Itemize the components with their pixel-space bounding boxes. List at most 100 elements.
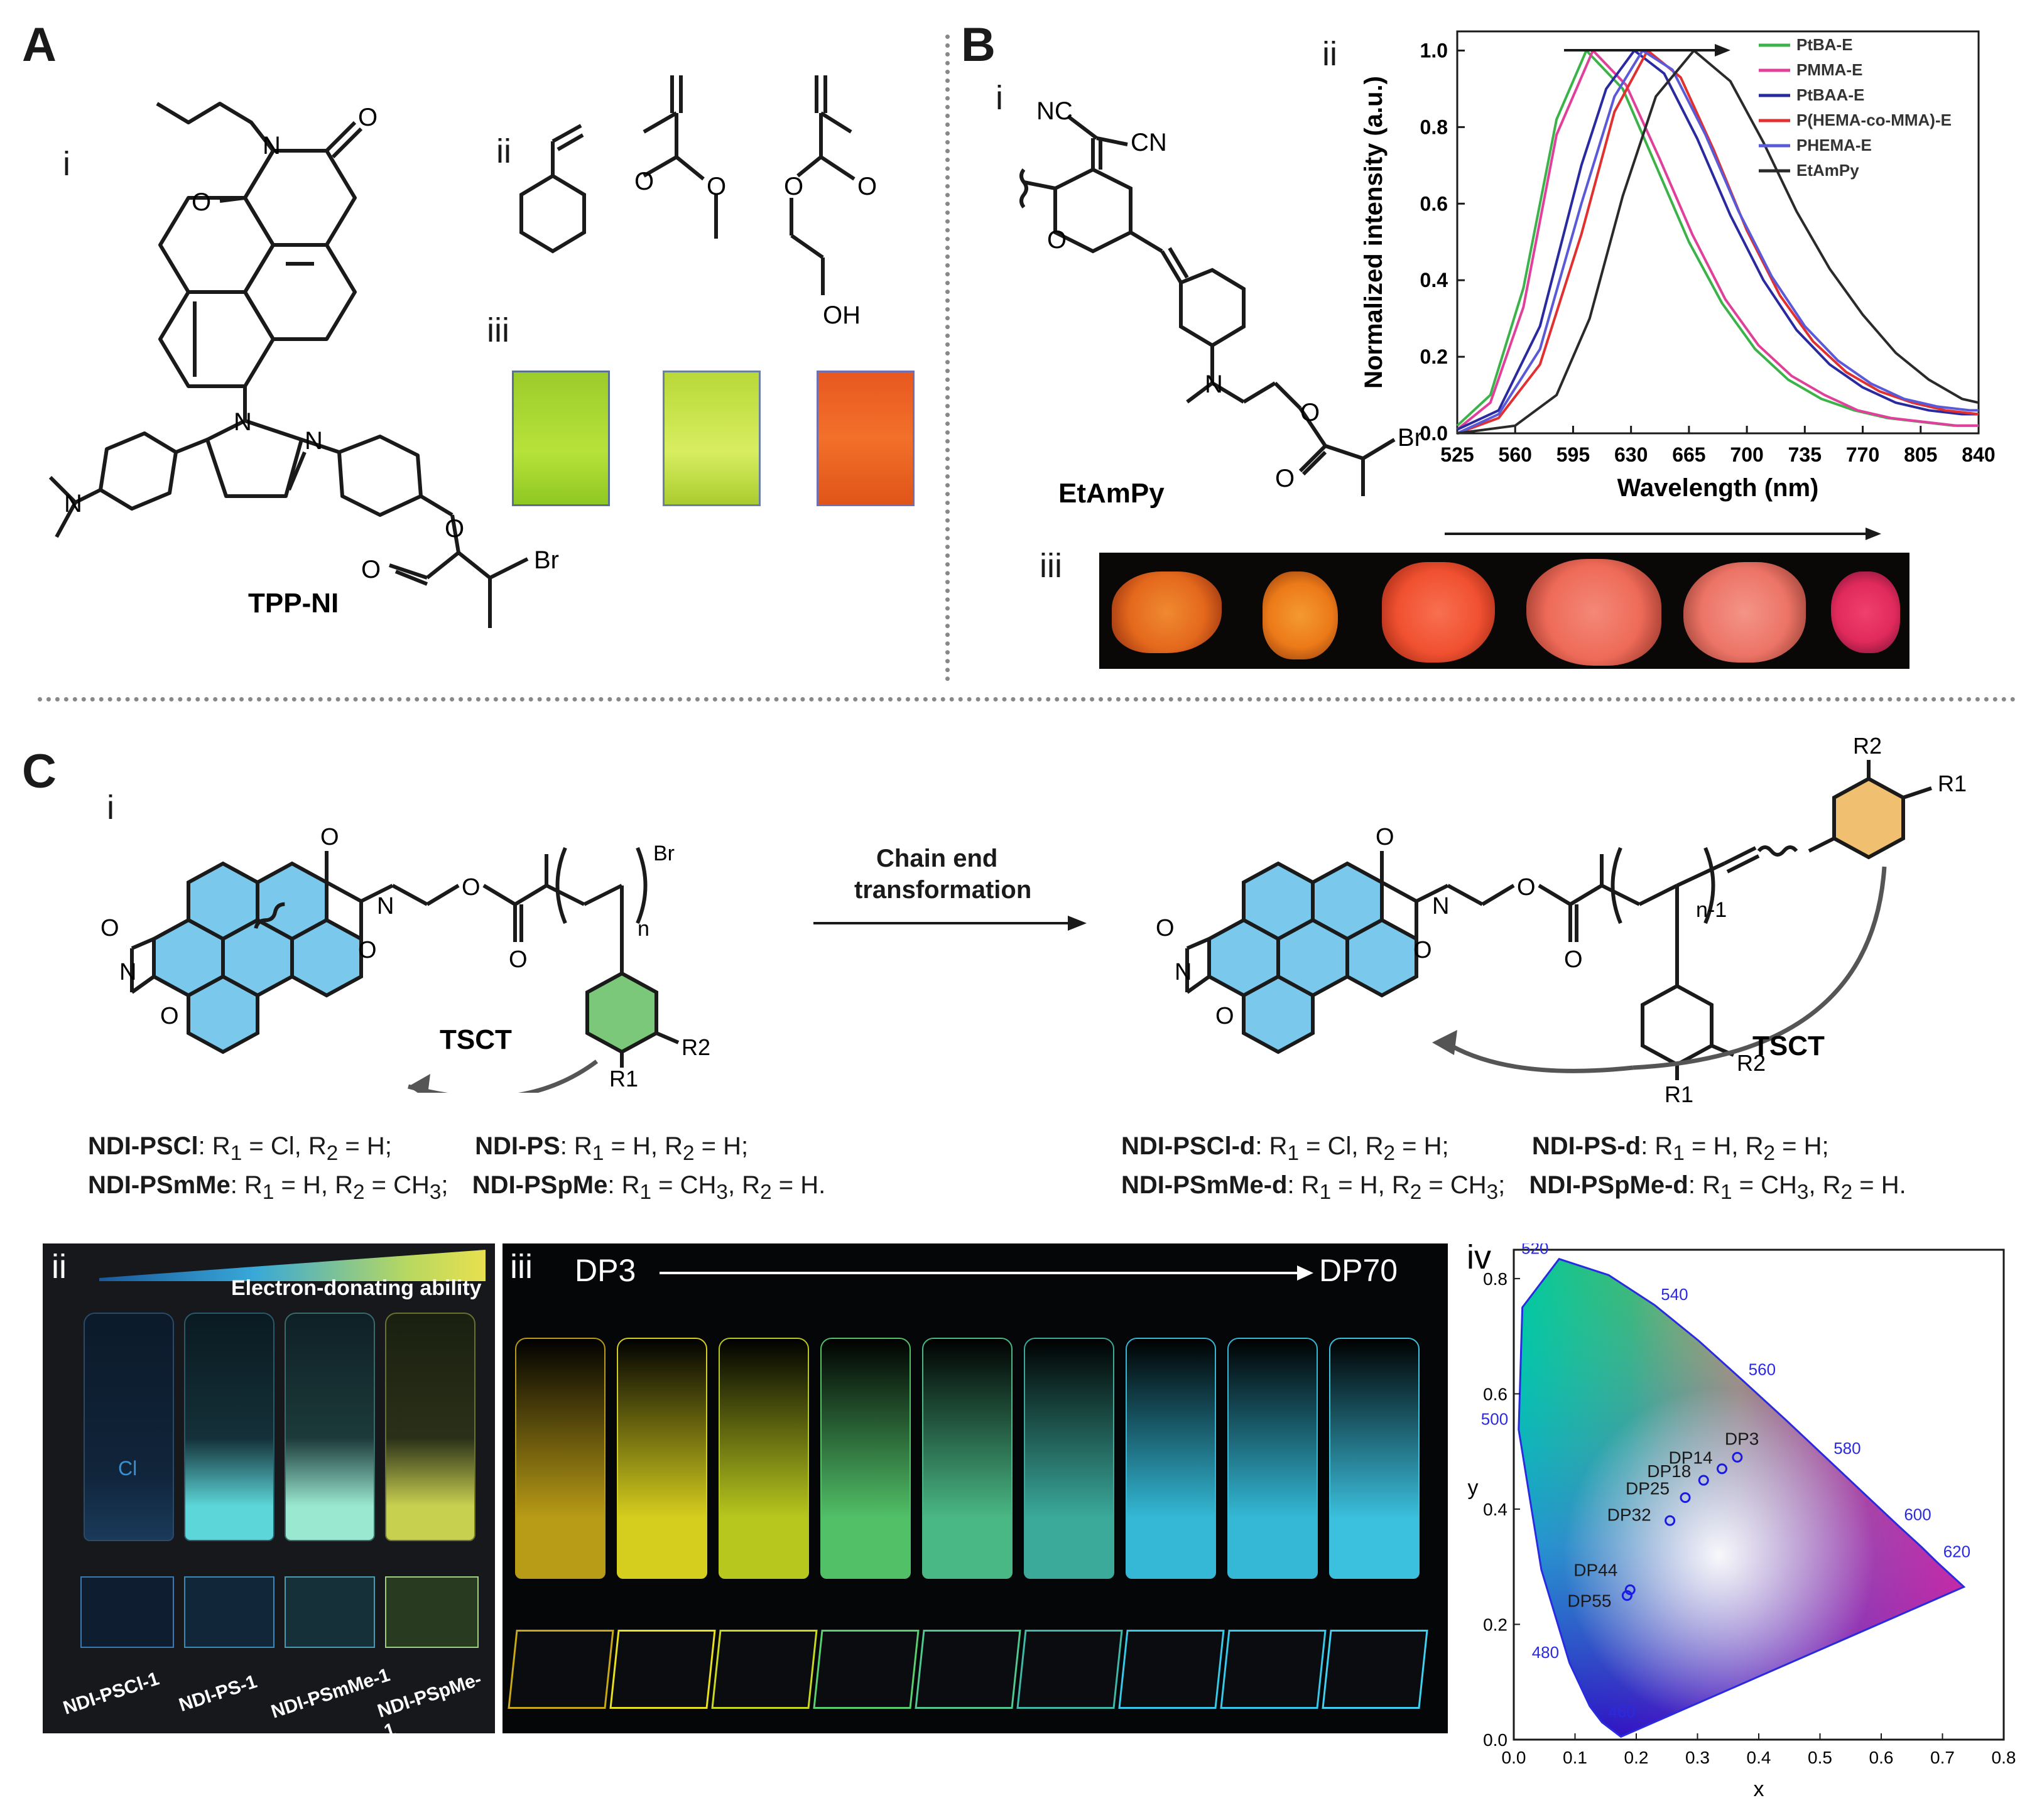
powder-phema	[1683, 562, 1806, 663]
caption-ndi-psmme: NDI-PSmMe	[88, 1171, 231, 1199]
atom-o-pyran: O	[1047, 226, 1067, 254]
ndi-polymer-d-structure: O N O O N O O O n-1 R2 R1 R2 R1 TSCT	[1156, 733, 1967, 1105]
cie-point-label-3: DP25	[1626, 1479, 1670, 1498]
atom-nc: NC	[1036, 97, 1073, 125]
ndi-d-n-2: N	[1175, 959, 1192, 985]
caption-text: = CH	[1732, 1171, 1797, 1199]
caption-row-1: NDI-PSCl: R1 = Cl, R2 = H; NDI-PS: R1 = …	[88, 1130, 904, 1169]
caption-text: : R	[1287, 1171, 1320, 1199]
wavelength-label: 500	[1481, 1409, 1508, 1428]
x-axis-label: Wavelength (nm)	[1617, 474, 1819, 502]
caption-sub: 2	[1383, 1142, 1396, 1165]
caption-text: = H, R	[1331, 1171, 1410, 1199]
sample-label-ndi-psmme-1: NDI-PSmMe-1	[268, 1664, 393, 1723]
donating-label: Electron-donating ability	[231, 1276, 482, 1300]
powder-pmma	[1263, 571, 1338, 659]
ndi-d-o-4: O	[1215, 1003, 1234, 1029]
sample-label-ndi-ps-1: NDI-PS-1	[176, 1671, 260, 1716]
caption-text: , R	[1808, 1171, 1841, 1199]
powder-ptbaa	[1382, 562, 1495, 663]
caption-text: , R	[727, 1171, 761, 1199]
dp-vial-8	[1329, 1338, 1420, 1579]
atom-o-imide-1: O	[358, 104, 378, 131]
transformation-arrow	[813, 916, 1087, 931]
x-tick-label: 700	[1730, 443, 1763, 466]
vial-photo-styrene	[512, 371, 610, 506]
powder-photo	[1099, 553, 1909, 669]
dp-vial-6	[1126, 1338, 1216, 1579]
ester-o-carbonyl-left: O	[509, 946, 528, 973]
caption-d-row-2: NDI-PSmMe-d: R1 = H, R2 = CH3; NDI-PSpMe…	[1121, 1169, 2013, 1208]
atom-oh-hema: OH	[823, 301, 861, 329]
panel-b-i-label: i	[996, 79, 1003, 117]
wavelength-label: 620	[1943, 1542, 1970, 1561]
wavelength-label: 600	[1904, 1505, 1931, 1524]
caption-sub: 3	[716, 1181, 728, 1204]
panel-b-letter: B	[961, 18, 996, 72]
right-caption: NDI-PSCl-d: R1 = Cl, R2 = H; NDI-PS-d: R…	[1121, 1130, 2013, 1208]
dp-vial-4	[922, 1338, 1013, 1579]
dp-film-2	[711, 1630, 818, 1709]
cie-point-label-4: DP32	[1607, 1505, 1651, 1524]
separator-horizontal	[38, 697, 2016, 701]
caption-text: : R	[560, 1132, 592, 1160]
caption-text: = H, R	[274, 1171, 353, 1199]
wavelength-label: 520	[1521, 1243, 1548, 1258]
caption-sub: 2	[682, 1142, 695, 1165]
panel-c-ii-photo: ii Electron-donating ability Cl NDI-PSCl…	[43, 1243, 495, 1742]
caption-text: = H.	[771, 1171, 826, 1199]
caption-sub: 2	[1763, 1142, 1776, 1165]
x-tick-label: 595	[1556, 443, 1590, 466]
caption-ndi-pspme-d: NDI-PSpMe-d	[1529, 1171, 1688, 1199]
cie-x-tick-label: 0.5	[1808, 1748, 1832, 1767]
cie-point-label-6: DP55	[1567, 1591, 1611, 1611]
caption-ndi-ps: NDI-PS	[475, 1132, 560, 1160]
caption-row-2: NDI-PSmMe: R1 = H, R2 = CH3; NDI-PSpMe: …	[88, 1169, 904, 1208]
atom-cn: CN	[1131, 129, 1167, 156]
caption-ndi-ps-d: NDI-PS-d	[1531, 1132, 1641, 1160]
caption-sub: 1	[1287, 1142, 1299, 1165]
film-ndi-psmme	[285, 1576, 375, 1648]
x-tick-label: 840	[1962, 443, 1995, 466]
caption-text: = CH	[364, 1171, 430, 1199]
legend-label-4: PHEMA-E	[1796, 136, 1872, 154]
vial-ndi-pspme	[385, 1313, 475, 1541]
atom-n-dimethylamino: N	[64, 490, 82, 517]
dp-film-6	[1118, 1630, 1225, 1709]
monomer-structures: O O O O OH	[519, 75, 877, 329]
separator-vertical	[945, 35, 950, 681]
atom-br-b: Br	[1398, 424, 1423, 452]
cie-x-tick-label: 0.1	[1563, 1748, 1587, 1767]
cie-point-label-5: DP44	[1573, 1560, 1617, 1579]
tsct-label-left: TSCT	[440, 1024, 512, 1055]
cie-spectral-locus	[1518, 1257, 1966, 1738]
cie-x-tick-label: 0.6	[1869, 1748, 1894, 1767]
y-tick-label: 0.0	[1420, 422, 1448, 445]
wavelength-label: 580	[1833, 1439, 1860, 1458]
caption-sub: 3	[1486, 1181, 1499, 1204]
atom-o-ester: O	[445, 515, 464, 543]
cie-point-6	[1621, 1590, 1632, 1601]
panel-b-iii-label: iii	[1040, 547, 1062, 585]
caption-ndi-psmme-d: NDI-PSmMe-d	[1121, 1171, 1288, 1199]
panel-b-ii-label: ii	[1322, 35, 1337, 73]
caption-sub: 3	[1796, 1181, 1809, 1204]
dp-film-3	[813, 1630, 920, 1709]
tpp-ni-name: TPP-NI	[248, 588, 339, 619]
ester-o-left: O	[462, 874, 481, 901]
caption-sub: 1	[1720, 1181, 1732, 1204]
plot-frame	[1456, 30, 1980, 435]
cie-x-tick-label: 0.4	[1747, 1748, 1771, 1767]
tsct-label-right: TSCT	[1752, 1031, 1825, 1061]
dp-vial-5	[1024, 1338, 1114, 1579]
r2-right-lower: R2	[1737, 1050, 1766, 1076]
caption-sub: 2	[1840, 1181, 1853, 1204]
atom-o-hema-2: O	[784, 173, 803, 200]
caption-text: ;	[441, 1171, 448, 1199]
series-line-4	[1457, 49, 1979, 435]
cie-diagram: 460 480 500 520 540 560 580 600 620 0.0 0.1 0.2 0.3…	[1467, 1243, 2016, 1801]
caption-sub: 3	[429, 1181, 442, 1204]
caption-text: = H;	[1775, 1132, 1829, 1160]
caption-text: : R	[607, 1171, 640, 1199]
y-tick-label: 0.6	[1420, 192, 1448, 215]
